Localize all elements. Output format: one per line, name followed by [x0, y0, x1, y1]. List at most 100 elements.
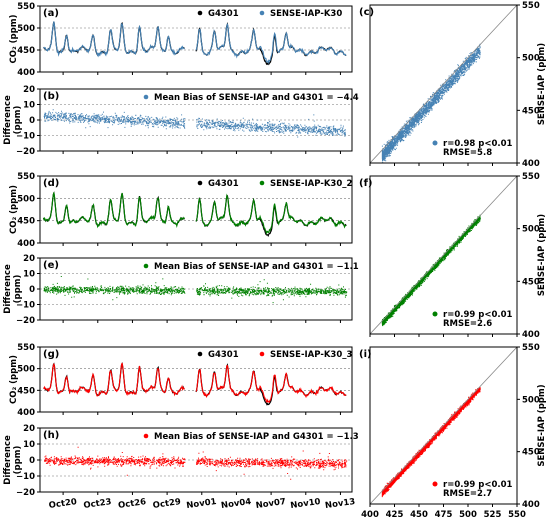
ylabel-i: SENSE-IAP (ppm) — [537, 384, 547, 466]
legend-label-g-0: G4301 — [208, 350, 239, 360]
ytick-label-a-1: 450 — [17, 46, 35, 56]
ytick-label-d-2: 500 — [17, 194, 35, 204]
panel-d: 400 450 500 550 (d) G4301 SENSE-IAP-K30_2 CO₂ (… — [9, 172, 353, 249]
panel-label-e: (e) — [43, 260, 59, 271]
panel-f: (f) 400 450 500 550 SENSE-IAP (ppm) r=0.99 p<0… — [359, 172, 547, 340]
ytick-label-f-2: 500 — [522, 225, 540, 235]
legend-label-a-1: SENSE-IAP-K30 — [270, 9, 342, 19]
ytick-label-a-2: 500 — [17, 24, 35, 34]
one-to-one-line-c — [370, 5, 517, 163]
series-line-d-ref — [42, 191, 347, 237]
ytick-label-e-0: −20 — [16, 316, 35, 326]
stat-marker-i — [432, 481, 438, 487]
ytick-label-b-3: 10 — [23, 101, 35, 111]
panel-label-i: (i) — [359, 349, 372, 360]
series-line-d-sense — [42, 192, 347, 235]
xtick-label-i-3: 475 — [435, 510, 453, 519]
data-a — [43, 21, 347, 66]
series-points-e — [43, 276, 348, 304]
ytick-label-b-1: −10 — [16, 132, 35, 142]
ytick-label-f-3: 550 — [522, 172, 540, 182]
ytick-label-c-0: 400 — [522, 159, 540, 169]
xtick-label-6: Nov07 — [255, 497, 287, 511]
xtick-label-1: Oct23 — [83, 497, 112, 511]
stat-rmse-i: RMSE=2.7 — [443, 489, 492, 499]
legend-marker-d-0 — [197, 180, 203, 186]
xtick-label-i-0: 400 — [361, 510, 379, 519]
axes-frame-e — [39, 257, 353, 321]
stat-marker-c — [432, 140, 438, 146]
xtick-label-0: Oct20 — [48, 497, 77, 511]
legend-marker-a-1 — [259, 10, 265, 16]
xtick-label-8: Nov13 — [324, 497, 356, 511]
panel-label-f: (f) — [359, 178, 373, 189]
xtick-label-i-2: 450 — [410, 510, 428, 519]
xtick-label-i-6: 550 — [508, 510, 526, 519]
legend-label-a-0: G4301 — [208, 9, 239, 19]
ytick-label-h-3: 10 — [23, 440, 35, 450]
legend-label-d-1: SENSE-IAP-K30_2 — [270, 179, 353, 189]
series-line-g-ref — [43, 362, 347, 406]
ytick-label-e-2: 0 — [29, 285, 35, 295]
panel-e: −20 −10 0 10 20 (e) Mean Bias of SENSE-IAP and… — [3, 254, 359, 326]
ylabel-b: Difference — [3, 95, 13, 145]
ytick-label-i-2: 500 — [522, 395, 540, 405]
ylabel-d: CO₂ (ppm) — [9, 185, 19, 234]
series-line-a-sense — [43, 21, 347, 65]
stat-r-c: r=0.98 p<0.01 — [443, 139, 513, 149]
ylabel-f: SENSE-IAP (ppm) — [537, 214, 547, 296]
ytick-label-d-1: 450 — [17, 217, 35, 227]
xtick-label-2: Oct26 — [118, 497, 147, 511]
ytick-label-h-2: 0 — [29, 456, 35, 466]
panel-i: (i) 400 450 500 550 SENSE-IAP (ppm) 400 425 450 4… — [359, 343, 547, 519]
ytick-label-e-3: 10 — [23, 270, 35, 280]
xtick-label-i-1: 425 — [386, 510, 404, 519]
stat-rmse-f: RMSE=2.6 — [443, 319, 492, 329]
ylabel-e: Difference — [3, 264, 13, 314]
ylabel-a: CO₂ (ppm) — [9, 14, 19, 63]
axes-frame-b — [39, 88, 353, 152]
ylabel-g: CO₂ (ppm) — [9, 355, 19, 404]
data-g — [43, 362, 347, 406]
xtick-label-i-4: 500 — [459, 510, 477, 519]
series-points-h — [44, 446, 348, 480]
scatter-points-c — [381, 43, 481, 163]
ytick-label-i-3: 550 — [522, 343, 540, 353]
legend-marker-e — [143, 263, 149, 269]
stat-rmse-c: RMSE=5.8 — [443, 148, 492, 158]
xtick-label-5: Nov04 — [220, 497, 252, 511]
series-line-g-sense — [43, 362, 347, 404]
ytick-label-h-0: −20 — [16, 488, 35, 498]
ytick-label-i-1: 450 — [522, 448, 540, 458]
series-points-b — [43, 109, 346, 138]
ylabel-unit-h: (ppm) — [13, 445, 23, 474]
xtick-label-4: Nov01 — [186, 497, 218, 511]
legend-label-b: Mean Bias of SENSE-IAP and G4301 = −4.4 — [154, 93, 359, 103]
ytick-label-e-1: −10 — [16, 301, 35, 311]
ytick-label-a-0: 400 — [17, 68, 35, 78]
ylabel-h: Difference — [3, 435, 13, 485]
legend-marker-g-0 — [197, 351, 203, 357]
legend-label-g-1: SENSE-IAP-K30_3 — [270, 350, 353, 360]
ytick-label-f-0: 400 — [522, 330, 540, 340]
data-c — [370, 5, 517, 163]
data-f — [370, 176, 517, 334]
data-i — [370, 347, 517, 504]
ytick-label-h-1: −10 — [16, 472, 35, 482]
ytick-label-c-3: 550 — [522, 1, 540, 11]
axes-frame-d — [39, 175, 353, 244]
stat-r-i: r=0.99 p<0.01 — [443, 480, 513, 490]
panel-label-a: (a) — [43, 8, 59, 19]
legend-marker-a-0 — [197, 10, 203, 16]
legend-label-e: Mean Bias of SENSE-IAP and G4301 = −1.1 — [154, 262, 359, 272]
ytick-label-c-2: 500 — [522, 54, 540, 64]
ytick-label-b-4: 20 — [23, 85, 35, 95]
ylabel-c: SENSE-IAP (ppm) — [537, 43, 547, 125]
stat-r-f: r=0.99 p<0.01 — [443, 310, 513, 320]
panel-label-b: (b) — [43, 91, 59, 102]
ytick-label-g-0: 400 — [17, 408, 35, 418]
ytick-label-b-0: −20 — [16, 147, 35, 157]
ytick-label-a-3: 550 — [17, 2, 35, 12]
legend-label-d-0: G4301 — [208, 179, 239, 189]
